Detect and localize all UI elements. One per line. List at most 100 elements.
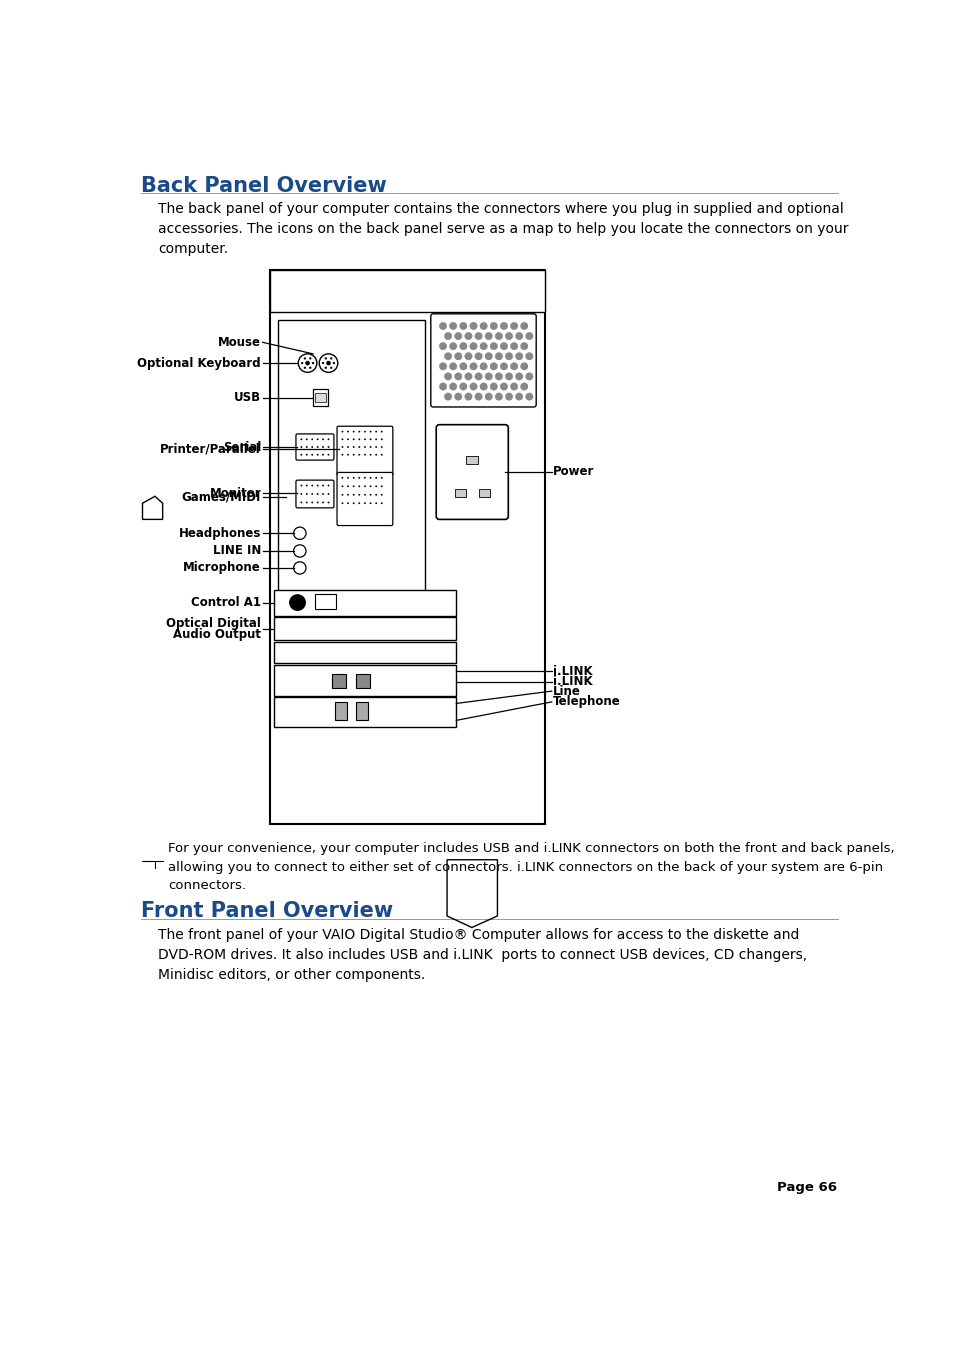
Circle shape (469, 362, 476, 370)
Circle shape (469, 382, 476, 390)
Text: Games/MIDI: Games/MIDI (181, 490, 261, 504)
Circle shape (341, 438, 343, 440)
Circle shape (306, 485, 308, 486)
Circle shape (341, 494, 343, 496)
Bar (278, 320, 425, 628)
Circle shape (444, 353, 452, 359)
Circle shape (358, 485, 360, 488)
Circle shape (380, 431, 382, 432)
Circle shape (449, 323, 456, 330)
Circle shape (322, 438, 324, 440)
Circle shape (300, 485, 302, 486)
Circle shape (294, 544, 306, 557)
Circle shape (364, 438, 365, 440)
Circle shape (321, 362, 324, 365)
Circle shape (316, 501, 318, 504)
Circle shape (375, 477, 376, 478)
Circle shape (341, 477, 343, 478)
Circle shape (358, 438, 360, 440)
Text: Optical Digital: Optical Digital (166, 617, 261, 630)
Circle shape (300, 501, 302, 504)
Text: Audio Output: Audio Output (172, 628, 261, 642)
Bar (274, 665, 456, 696)
Circle shape (327, 446, 329, 449)
Circle shape (322, 454, 324, 455)
Circle shape (469, 342, 476, 350)
Circle shape (375, 438, 376, 440)
Circle shape (499, 323, 507, 330)
Text: Line: Line (553, 685, 580, 697)
Circle shape (375, 485, 376, 488)
Circle shape (454, 373, 461, 380)
Bar (466, 457, 477, 463)
Bar (270, 270, 545, 312)
Circle shape (306, 446, 308, 449)
Circle shape (479, 362, 487, 370)
Bar (270, 270, 545, 824)
Circle shape (515, 332, 522, 339)
FancyBboxPatch shape (436, 424, 508, 519)
Circle shape (484, 373, 492, 380)
Circle shape (326, 361, 331, 365)
Circle shape (294, 562, 306, 574)
Circle shape (358, 454, 360, 455)
Circle shape (358, 446, 360, 449)
Circle shape (290, 594, 305, 611)
Circle shape (454, 393, 461, 400)
Circle shape (505, 373, 512, 380)
Circle shape (341, 503, 343, 504)
Circle shape (520, 323, 527, 330)
Circle shape (324, 357, 327, 359)
Circle shape (369, 503, 371, 504)
Text: i.LINK: i.LINK (553, 676, 592, 689)
Circle shape (319, 354, 337, 373)
Circle shape (464, 393, 472, 400)
Circle shape (341, 485, 343, 488)
Circle shape (380, 454, 382, 455)
Circle shape (380, 485, 382, 488)
Circle shape (364, 431, 365, 432)
Circle shape (375, 503, 376, 504)
Circle shape (369, 494, 371, 496)
Text: Headphones: Headphones (178, 527, 261, 540)
Circle shape (353, 454, 355, 455)
Bar (274, 590, 456, 616)
Circle shape (322, 485, 324, 486)
Circle shape (380, 438, 382, 440)
Circle shape (475, 332, 482, 339)
Circle shape (341, 431, 343, 432)
Circle shape (380, 477, 382, 478)
Circle shape (510, 342, 517, 350)
Circle shape (464, 373, 472, 380)
Text: The back panel of your computer contains the connectors where you plug in suppli: The back panel of your computer contains… (158, 203, 847, 257)
Circle shape (306, 501, 308, 504)
Circle shape (515, 353, 522, 359)
Circle shape (327, 501, 329, 504)
Circle shape (454, 353, 461, 359)
Circle shape (309, 366, 311, 369)
Circle shape (484, 332, 492, 339)
Circle shape (505, 353, 512, 359)
Circle shape (499, 362, 507, 370)
Circle shape (327, 454, 329, 455)
Circle shape (330, 366, 332, 369)
Circle shape (510, 323, 517, 330)
Circle shape (358, 431, 360, 432)
Circle shape (327, 438, 329, 440)
Circle shape (309, 357, 311, 359)
Circle shape (505, 393, 512, 400)
Circle shape (341, 446, 343, 449)
Bar (478, 489, 489, 497)
Circle shape (449, 382, 456, 390)
Text: Serial: Serial (222, 440, 261, 454)
Circle shape (520, 382, 527, 390)
Circle shape (459, 362, 467, 370)
Circle shape (475, 393, 482, 400)
Circle shape (311, 501, 313, 504)
Circle shape (444, 373, 452, 380)
FancyBboxPatch shape (431, 313, 536, 407)
Circle shape (510, 382, 517, 390)
Circle shape (499, 382, 507, 390)
Circle shape (306, 438, 308, 440)
Circle shape (495, 393, 502, 400)
